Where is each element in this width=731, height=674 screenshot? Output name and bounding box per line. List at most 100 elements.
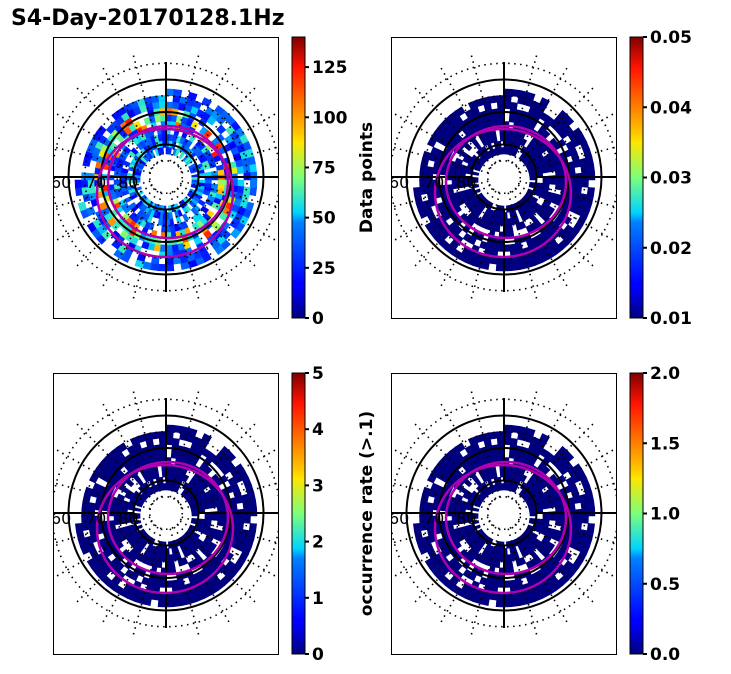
- auroral-oval-inner: [444, 124, 568, 240]
- colorbar-tick-label: 125: [312, 58, 348, 78]
- heatmap-cell: [216, 169, 225, 176]
- heatmap-cell: [218, 212, 229, 222]
- lat-label-70: 70: [424, 509, 444, 528]
- dotted-meridian: [173, 400, 232, 500]
- dotted-meridian: [391, 520, 491, 579]
- dotted-meridian: [53, 447, 153, 506]
- panel-content: 60 70 80: [53, 387, 278, 639]
- auroral-oval-outer: [433, 127, 573, 259]
- heatmap-cell: [157, 263, 167, 272]
- dotted-lat-circle: [486, 159, 522, 195]
- heatmap-cell: [182, 474, 190, 483]
- colorbar-tick-label: 2.0: [650, 364, 680, 384]
- heatmap-cell: [162, 483, 167, 491]
- heatmap-cell: [495, 263, 505, 272]
- dotted-meridian: [411, 187, 494, 270]
- lat-label-60: 60: [51, 173, 71, 192]
- heatmap-cell: [201, 97, 212, 108]
- heatmap-cell: [174, 149, 181, 157]
- heatmap-cell: [116, 493, 126, 501]
- colorbar-tick-label: 4: [312, 420, 324, 440]
- dotted-meridian: [514, 187, 597, 270]
- colorbar-tick-label: 0: [312, 309, 324, 329]
- heatmap-cell: [414, 194, 423, 204]
- heatmap-cell: [165, 424, 175, 433]
- heatmap-cell: [157, 599, 167, 608]
- colorbar-tick-label: 50: [312, 209, 336, 229]
- auroral-oval-outer: [433, 463, 573, 595]
- dotted-meridian: [73, 420, 156, 503]
- dotted-meridian: [181, 146, 278, 174]
- colorbar-1: 0 25 50 75 100 125 Data points: [291, 36, 377, 329]
- heatmap-cell: [503, 263, 513, 272]
- dotted-meridian: [53, 145, 151, 174]
- heatmap-cell: [495, 599, 505, 608]
- colorbar-gradient: [629, 36, 644, 319]
- dotted-meridian: [100, 400, 159, 500]
- heatmap-cell: [558, 465, 569, 476]
- dotted-meridian: [438, 400, 497, 500]
- dotted-meridian: [100, 190, 159, 290]
- lat-label-70: 70: [86, 509, 106, 528]
- dotted-meridian: [391, 516, 489, 545]
- heatmap-cell: [503, 431, 512, 439]
- heatmap-cell: [413, 187, 422, 197]
- dotted-meridian: [169, 387, 201, 498]
- heatmap-cell: [75, 523, 84, 533]
- heatmap-cell: [249, 179, 258, 189]
- heatmap-cell: [165, 101, 174, 110]
- heatmap-cell: [200, 205, 210, 214]
- dotted-meridian: [511, 190, 570, 290]
- colorbar-gradient: [629, 372, 644, 655]
- dotted-meridian: [176, 420, 259, 503]
- panel-content: 60 70 80: [391, 51, 616, 303]
- dotted-meridian: [411, 420, 494, 503]
- heatmap-cell: [554, 520, 563, 527]
- dotted-meridian: [73, 523, 156, 606]
- dotted-meridian: [507, 192, 539, 303]
- auroral-oval-inner: [106, 124, 230, 240]
- heatmap-cell: [479, 240, 488, 250]
- colorbar-gradient: [291, 372, 306, 655]
- dotted-meridian: [73, 84, 156, 167]
- dotted-meridian: [181, 180, 278, 208]
- heatmap-cell: [216, 124, 227, 135]
- dotted-meridian: [511, 64, 570, 164]
- polar-panel-1: 60 70 80: [51, 37, 279, 319]
- colorbar-4: 0.00.51.01.52.0occurrence rate (>.15): [629, 364, 680, 665]
- dotted-meridian: [438, 190, 497, 290]
- dotted-meridian: [469, 387, 501, 498]
- heatmap-cell: [158, 593, 167, 601]
- dotted-meridian: [53, 111, 153, 170]
- heatmap-cell: [215, 114, 227, 126]
- panel-content: 60 70 80: [51, 51, 278, 303]
- heatmap-cell: [154, 114, 162, 123]
- heatmap-cell: [167, 147, 172, 155]
- colorbar-tick-label: 0.0: [650, 645, 680, 665]
- dotted-meridian: [181, 482, 278, 510]
- heatmap-cell: [510, 592, 520, 601]
- dotted-lat-circle: [486, 495, 522, 531]
- heatmap-cell: [558, 129, 569, 140]
- polar-panel-2: 60 70 80: [391, 37, 617, 319]
- lat-label-80: 80: [456, 173, 476, 192]
- dotted-meridian: [469, 192, 501, 303]
- colorbar-label: occurrence rate (>.1): [357, 411, 377, 616]
- dotted-meridian: [176, 523, 259, 606]
- dotted-meridian: [176, 84, 259, 167]
- heatmap-cell: [171, 243, 179, 252]
- heatmap-cell: [171, 579, 179, 588]
- dotted-meridian: [519, 146, 616, 174]
- dotted-meridian: [507, 51, 539, 162]
- colorbar-tick-label: 25: [312, 259, 336, 279]
- heatmap-cell: [503, 599, 513, 608]
- dotted-meridian: [519, 516, 616, 544]
- dotted-meridian: [519, 482, 616, 510]
- heatmap-cell: [117, 442, 128, 453]
- dotted-meridian: [517, 184, 616, 243]
- dotted-meridian: [100, 64, 159, 164]
- dotted-meridian: [507, 528, 539, 639]
- heatmap-cell: [158, 101, 167, 110]
- heatmap-cell: [230, 228, 241, 239]
- colorbar-tick-label: 100: [312, 108, 348, 128]
